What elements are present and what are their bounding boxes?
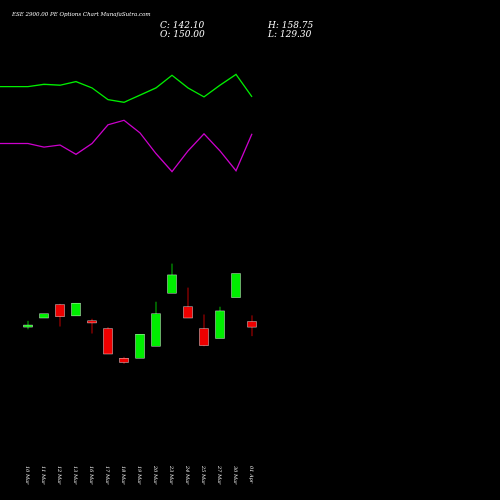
candle-body	[199, 328, 209, 346]
candle-23-mar	[167, 263, 177, 294]
x-tick-label: 23 Mar	[168, 465, 174, 485]
candle-10-mar	[23, 320, 33, 330]
x-tick-label: 20 Mar	[152, 465, 158, 485]
x-tick-label: 24 Mar	[184, 465, 190, 485]
candle-body	[135, 334, 145, 359]
candle-13-mar	[71, 302, 81, 317]
x-tick-label: 25 Mar	[200, 465, 206, 485]
x-tick-label: 16 Mar	[88, 466, 94, 485]
lower-indicator-line	[0, 119, 253, 173]
candle-body	[151, 313, 161, 347]
candle-25-mar	[199, 314, 209, 347]
candle-body	[87, 320, 97, 324]
candle-16-mar	[87, 318, 97, 334]
x-tick-labels: 10 Mar 11 Mar 12 Mar 13 Mar 16 Mar 17 Mar 18 M…	[24, 465, 254, 485]
candle-body	[183, 306, 193, 319]
high-label: H: 158.75	[267, 21, 314, 31]
candles	[23, 263, 257, 364]
candle-17-mar	[103, 327, 113, 355]
upper-indicator-line	[0, 73, 253, 103]
candle-body	[103, 328, 113, 355]
candle-20-mar	[151, 301, 161, 347]
x-tick-label: 13 Mar	[72, 466, 78, 485]
candle-body	[39, 313, 49, 319]
x-tick-label: 11 Mar	[40, 466, 46, 485]
candle-body	[215, 310, 225, 339]
candle-body	[119, 358, 129, 363]
candle-19-mar	[135, 334, 145, 359]
candle-12-mar	[55, 303, 65, 327]
candle-01-apr	[247, 315, 257, 337]
x-tick-label: 10 Mar	[24, 466, 30, 485]
watermark: Sutra.com	[122, 12, 151, 18]
candle-11-mar	[39, 313, 49, 319]
candle-body	[71, 302, 81, 317]
candle-body	[167, 274, 177, 294]
candle-18-mar	[119, 356, 129, 364]
candle-body	[231, 273, 241, 298]
open-label: O: 150.00	[160, 30, 205, 40]
x-tick-label: 18 Mar	[120, 466, 126, 485]
x-tick-label: 17 Mar	[104, 466, 110, 485]
candle-24-mar	[183, 287, 193, 319]
close-label: C: 142.10	[160, 21, 205, 31]
chart-title: ESE 2900.00 PE Options Chart MunafaSutra…	[11, 12, 151, 18]
candle-body	[247, 321, 257, 328]
x-tick-label: 19 Mar	[136, 466, 142, 485]
x-tick-label: 12 Mar	[56, 466, 62, 485]
x-tick-label: 30 Mar	[232, 466, 238, 485]
candle-body	[23, 324, 33, 328]
candle-27-mar	[215, 306, 225, 339]
low-label: L: 129.30	[267, 30, 312, 40]
candle-30-mar	[231, 273, 241, 298]
indicator-lines	[0, 73, 253, 173]
x-tick-label: 01 Apr	[248, 466, 254, 484]
candle-body	[55, 304, 65, 317]
x-tick-label: 27 Mar	[216, 465, 222, 485]
